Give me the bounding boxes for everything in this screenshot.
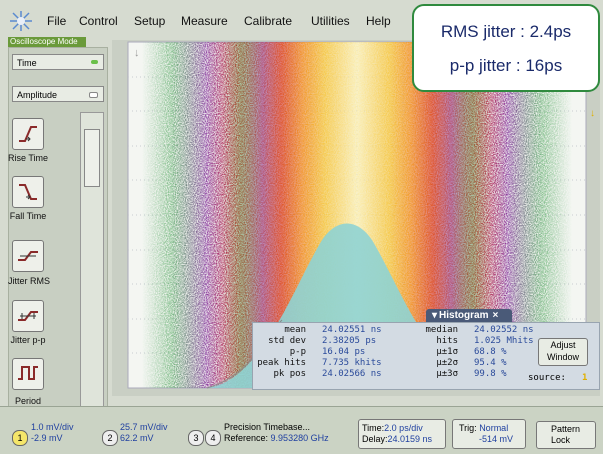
icon [13, 119, 43, 149]
trigger-level: -514 mV [479, 434, 525, 445]
button-label: Period [8, 396, 48, 406]
source-label: source: [528, 373, 566, 383]
stat-label: peak hits [246, 358, 306, 368]
menu-item[interactable]: Control [79, 14, 118, 28]
channel-button[interactable]: 1 [12, 430, 28, 446]
menu-item[interactable]: Calibrate [244, 14, 292, 28]
channel-offset: -2.9 mV [31, 433, 63, 444]
annotation-text: p-p jitter : 16ps [414, 56, 598, 76]
button-label: Jitter p-p [8, 335, 48, 345]
stat-label: hits [398, 336, 458, 346]
menu-item[interactable]: Measure [181, 14, 228, 28]
delay-label: Delay: [362, 434, 388, 444]
logo [8, 10, 34, 32]
stat-value: 68.8 % [474, 347, 507, 357]
dropdown-label: Time [17, 58, 37, 68]
menu-item[interactable]: Help [366, 14, 391, 28]
stat-label: µ±2σ [398, 358, 458, 368]
svg-text:↓: ↓ [590, 108, 595, 119]
trigger-mode: Normal [479, 423, 508, 433]
delay-value: 24.0159 ns [388, 434, 433, 444]
menu-item[interactable]: Setup [134, 14, 165, 28]
stat-value: 2.38205 ps [322, 336, 376, 346]
channel-button[interactable]: 3 [188, 430, 204, 446]
source-value: 1 [582, 373, 587, 383]
stat-label: pk pos [246, 369, 306, 379]
svg-text:↓: ↓ [134, 47, 140, 59]
stat-label: median [398, 325, 458, 335]
measure-button[interactable] [12, 176, 44, 208]
button-label: Fall Time [8, 211, 48, 221]
channel-offset: 62.2 mV [120, 433, 154, 444]
stat-value: 1.025 Mhits [474, 336, 534, 346]
trigger-setting[interactable]: Trig: Normal -514 mV [452, 419, 526, 449]
time-setting[interactable]: Time:2.0 ps/div Delay:24.0159 ns [358, 419, 446, 449]
trigger-label: Trig: [459, 423, 477, 433]
menu-item[interactable]: Utilities [311, 14, 350, 28]
annotation-callout: RMS jitter : 2.4ps p-p jitter : 16ps [412, 4, 600, 92]
stat-value: 99.8 % [474, 369, 507, 379]
channel-scale: 25.7 mV/div [120, 422, 168, 433]
indicator [89, 92, 98, 98]
histogram-tab[interactable]: ▾Histogram× [426, 309, 512, 323]
icon [13, 177, 43, 207]
stat-value: 24.02566 ns [322, 369, 382, 379]
dropdown-label: Amplitude [17, 90, 57, 100]
channel-scale: 1.0 mV/div [31, 422, 74, 433]
scrollbar[interactable] [80, 112, 104, 408]
stat-value: 24.02551 ns [322, 325, 382, 335]
indicator [91, 60, 98, 64]
channel-button[interactable]: 2 [102, 430, 118, 446]
button-label: Rise Time [8, 153, 48, 163]
pattern-label: Pattern [551, 424, 595, 435]
oscilloscope-app: File Control Setup Measure Calibrate Uti… [0, 0, 603, 454]
scroll-thumb[interactable] [84, 129, 100, 187]
stat-value: 95.4 % [474, 358, 507, 368]
measure-button[interactable] [12, 358, 44, 390]
icon [13, 359, 43, 389]
timebase-reference: Reference: 9.953280 GHz [224, 433, 329, 444]
measure-button[interactable] [12, 300, 44, 332]
icon [13, 241, 43, 271]
time-label: Time: [362, 423, 384, 433]
timebase-title: Precision Timebase... [224, 422, 310, 433]
adjust-window-button[interactable]: Adjust Window [538, 338, 588, 366]
stat-value: 7.735 khits [322, 358, 382, 368]
measure-button[interactable] [12, 240, 44, 272]
panel-title: Histogram [439, 310, 488, 321]
stat-label: mean [246, 325, 306, 335]
stat-value: 16.04 ps [322, 347, 365, 357]
stat-label: µ±1σ [398, 347, 458, 357]
reference-value: 9.953280 GHz [271, 433, 329, 443]
stat-label: p-p [246, 347, 306, 357]
dropdown[interactable]: Amplitude [12, 86, 104, 102]
channel-button[interactable]: 4 [205, 430, 221, 446]
menu-item[interactable]: File [47, 14, 66, 28]
button-label: Jitter RMS [8, 276, 48, 286]
icon [13, 301, 43, 331]
reference-label: Reference: [224, 433, 268, 443]
time-value: 2.0 ps/div [384, 423, 423, 433]
stat-label: std dev [246, 336, 306, 346]
annotation-text: RMS jitter : 2.4ps [414, 22, 598, 42]
pattern-lock-button[interactable]: Pattern Lock [536, 421, 596, 449]
measure-button[interactable] [12, 118, 44, 150]
mode-label: Oscilloscope Mode [8, 37, 86, 47]
stat-label: µ±3σ [398, 369, 458, 379]
lock-label: Lock [551, 435, 595, 446]
dropdown[interactable]: Time [12, 54, 104, 70]
stat-value: 24.02552 ns [474, 325, 534, 335]
